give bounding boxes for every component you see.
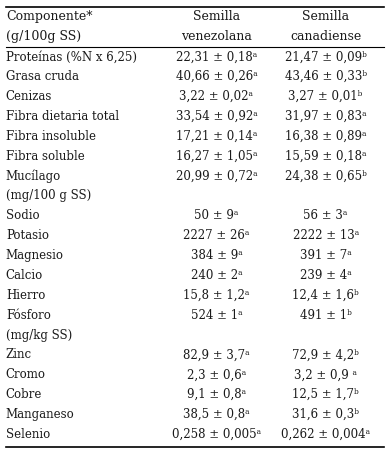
Text: 56 ± 3ᵃ: 56 ± 3ᵃ — [303, 209, 348, 222]
Text: 31,97 ± 0,83ᵃ: 31,97 ± 0,83ᵃ — [285, 110, 367, 123]
Text: 20,99 ± 0,72ᵃ: 20,99 ± 0,72ᵃ — [176, 170, 257, 182]
Text: Mucílago: Mucílago — [6, 170, 61, 183]
Text: 21,47 ± 0,09ᵇ: 21,47 ± 0,09ᵇ — [285, 50, 367, 63]
Text: Cenizas: Cenizas — [6, 90, 52, 103]
Text: 33,54 ± 0,92ᵃ: 33,54 ± 0,92ᵃ — [176, 110, 257, 123]
Text: Proteínas (%N x 6,25): Proteínas (%N x 6,25) — [6, 50, 137, 63]
Text: 12,5 ± 1,7ᵇ: 12,5 ± 1,7ᵇ — [292, 388, 359, 401]
Text: 2227 ± 26ᵃ: 2227 ± 26ᵃ — [183, 229, 250, 242]
Text: Hierro: Hierro — [6, 289, 45, 302]
Text: 524 ± 1ᵃ: 524 ± 1ᵃ — [191, 309, 242, 322]
Text: canadiense: canadiense — [290, 30, 361, 43]
Text: 16,27 ± 1,05ᵃ: 16,27 ± 1,05ᵃ — [176, 149, 257, 163]
Text: (g/100g SS): (g/100g SS) — [6, 30, 81, 43]
Text: Selenio: Selenio — [6, 428, 50, 441]
Text: Fibra insoluble: Fibra insoluble — [6, 130, 96, 143]
Text: 3,22 ± 0,02ᵃ: 3,22 ± 0,02ᵃ — [179, 90, 254, 103]
Text: 491 ± 1ᵇ: 491 ± 1ᵇ — [300, 309, 352, 322]
Text: Cobre: Cobre — [6, 388, 42, 401]
Text: 72,9 ± 4,2ᵇ: 72,9 ± 4,2ᵇ — [292, 348, 359, 361]
Text: 0,262 ± 0,004ᵃ: 0,262 ± 0,004ᵃ — [281, 428, 370, 441]
Text: 239 ± 4ᵃ: 239 ± 4ᵃ — [300, 269, 351, 282]
Text: Manganeso: Manganeso — [6, 408, 74, 421]
Text: 2,3 ± 0,6ᵃ: 2,3 ± 0,6ᵃ — [187, 368, 246, 381]
Text: Magnesio: Magnesio — [6, 249, 64, 262]
Text: (mg/100 g SS): (mg/100 g SS) — [6, 189, 91, 202]
Text: Zinc: Zinc — [6, 348, 32, 361]
Text: 24,38 ± 0,65ᵇ: 24,38 ± 0,65ᵇ — [285, 170, 367, 182]
Text: Calcio: Calcio — [6, 269, 43, 282]
Text: Fibra soluble: Fibra soluble — [6, 149, 85, 163]
Text: 9,1 ± 0,8ᵃ: 9,1 ± 0,8ᵃ — [187, 388, 246, 401]
Text: 50 ± 9ᵃ: 50 ± 9ᵃ — [194, 209, 239, 222]
Text: 40,66 ± 0,26ᵃ: 40,66 ± 0,26ᵃ — [176, 70, 257, 83]
Text: Cromo: Cromo — [6, 368, 46, 381]
Text: 240 ± 2ᵃ: 240 ± 2ᵃ — [191, 269, 242, 282]
Text: Grasa cruda: Grasa cruda — [6, 70, 79, 83]
Text: 12,4 ± 1,6ᵇ: 12,4 ± 1,6ᵇ — [292, 289, 359, 302]
Text: 3,27 ± 0,01ᵇ: 3,27 ± 0,01ᵇ — [289, 90, 363, 103]
Text: Sodio: Sodio — [6, 209, 39, 222]
Text: 3,2 ± 0,9 ᵃ: 3,2 ± 0,9 ᵃ — [294, 368, 357, 381]
Text: 15,8 ± 1,2ᵃ: 15,8 ± 1,2ᵃ — [183, 289, 250, 302]
Text: venezolana: venezolana — [181, 30, 252, 43]
Text: Componente*: Componente* — [6, 10, 92, 22]
Text: 391 ± 7ᵃ: 391 ± 7ᵃ — [300, 249, 351, 262]
Text: Semilla: Semilla — [193, 10, 240, 22]
Text: 384 ± 9ᵃ: 384 ± 9ᵃ — [191, 249, 242, 262]
Text: Fósforo: Fósforo — [6, 309, 51, 322]
Text: 22,31 ± 0,18ᵃ: 22,31 ± 0,18ᵃ — [176, 50, 257, 63]
Text: Fibra dietaria total: Fibra dietaria total — [6, 110, 119, 123]
Text: 15,59 ± 0,18ᵃ: 15,59 ± 0,18ᵃ — [285, 149, 366, 163]
Text: 16,38 ± 0,89ᵃ: 16,38 ± 0,89ᵃ — [285, 130, 366, 143]
Text: 31,6 ± 0,3ᵇ: 31,6 ± 0,3ᵇ — [292, 408, 359, 421]
Text: 17,21 ± 0,14ᵃ: 17,21 ± 0,14ᵃ — [176, 130, 257, 143]
Text: 82,9 ± 3,7ᵃ: 82,9 ± 3,7ᵃ — [183, 348, 250, 361]
Text: (mg/kg SS): (mg/kg SS) — [6, 329, 72, 341]
Text: Semilla: Semilla — [302, 10, 349, 22]
Text: 0,258 ± 0,005ᵃ: 0,258 ± 0,005ᵃ — [172, 428, 261, 441]
Text: 2222 ± 13ᵃ: 2222 ± 13ᵃ — [292, 229, 359, 242]
Text: 43,46 ± 0,33ᵇ: 43,46 ± 0,33ᵇ — [285, 70, 367, 83]
Text: 38,5 ± 0,8ᵃ: 38,5 ± 0,8ᵃ — [183, 408, 250, 421]
Text: Potasio: Potasio — [6, 229, 49, 242]
